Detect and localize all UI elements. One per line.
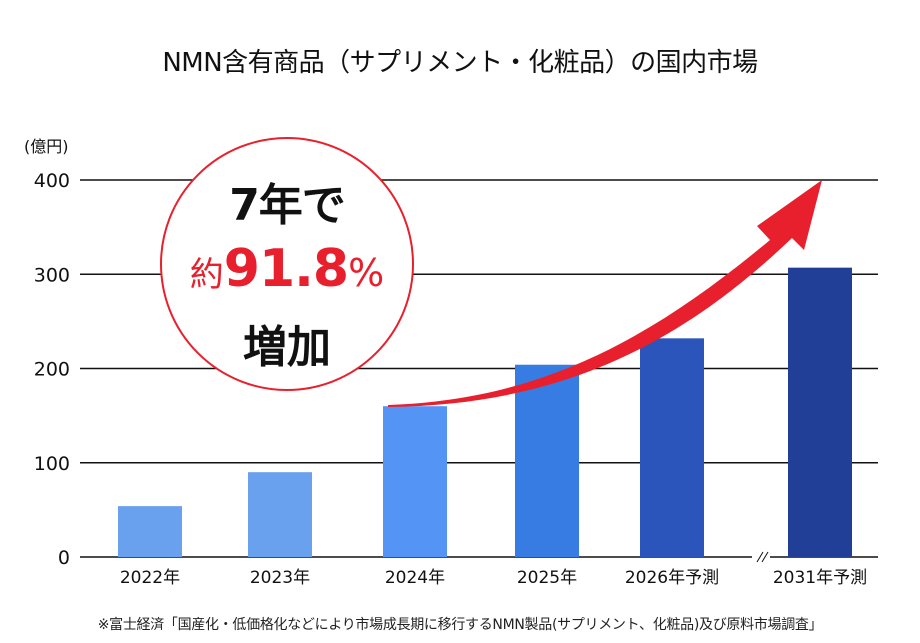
bar-2023年 [248, 472, 312, 557]
y-tick-label: 400 [34, 170, 70, 192]
x-tick-label: 2022年 [120, 568, 180, 588]
y-tick-label: 200 [34, 359, 70, 381]
x-tick-label: 2023年 [250, 568, 310, 588]
y-tick-label: 100 [34, 453, 70, 475]
x-tick-label: 2031年予測 [773, 568, 867, 588]
bar-2022年 [118, 506, 182, 557]
growth-arrow [388, 180, 822, 407]
source-footnote: ※富士経済「国産化・低価格化などにより市場成長期に移行するNMN製品(サプリメン… [97, 617, 823, 633]
x-tick-label: 2024年 [385, 568, 445, 588]
bar-2025年 [515, 364, 579, 557]
callout-line1: 7年で [229, 180, 346, 231]
x-tick-label: 2026年予測 [625, 568, 719, 588]
chart-title: NMN含有商品（サプリメント・化粧品）の国内市場 [162, 48, 758, 78]
growth-arrow-shape [388, 180, 822, 407]
bars [118, 267, 852, 557]
growth-callout-badge: 7年で 約91.8% 増加 [160, 137, 414, 391]
callout-prefix: 約 [189, 255, 224, 295]
callout-suffix: % [348, 251, 385, 295]
callout-line3: 増加 [243, 322, 331, 373]
y-tick-labels: 0 100 200 300 400 [34, 170, 70, 569]
x-tick-labels: 2022年 2023年 2024年 2025年 2026年予測 2031年予測 [120, 568, 867, 588]
axis-break-mark [761, 551, 769, 563]
x-tick-label: 2025年 [517, 568, 577, 588]
axis-break-mark [756, 551, 764, 563]
bar-2026年予測 [640, 338, 704, 557]
callout-value: 91.8 [223, 239, 349, 299]
callout-line2: 約91.8% [162, 239, 412, 299]
y-tick-label: 300 [34, 264, 70, 286]
y-tick-label: 0 [58, 547, 70, 569]
bar-2031年予測 [788, 267, 852, 557]
bar-2024年 [383, 406, 447, 557]
y-axis-unit-label: (億円) [24, 137, 69, 156]
